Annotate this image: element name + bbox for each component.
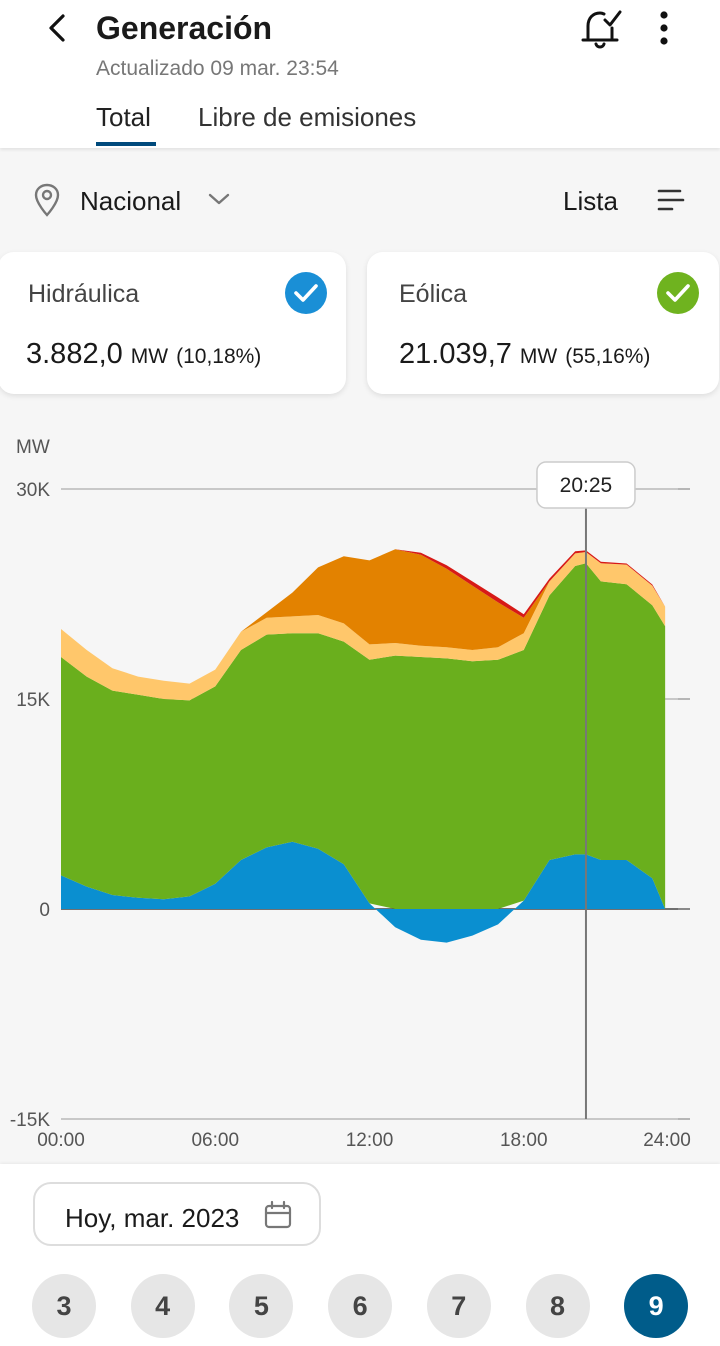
card-unit: MW <box>130 345 169 368</box>
x-tick-label: 18:00 <box>500 1130 548 1151</box>
tab-total[interactable]: Total <box>96 102 151 132</box>
filter-row: Nacional Lista <box>0 170 720 230</box>
card-eolica[interactable]: Eólica 21.039,7 MW (55,16%) <box>367 252 719 394</box>
day-chip-7[interactable]: 7 <box>426 1274 491 1338</box>
day-chip-9[interactable]: 9 <box>624 1274 689 1338</box>
day-chip-3[interactable]: 3 <box>32 1274 96 1338</box>
card-value-line: 21.039,7 MW (55,16%) <box>399 338 650 371</box>
check-circle-icon[interactable] <box>285 272 327 314</box>
card-percent: (55,16%) <box>565 345 651 368</box>
y-axis-label: MW <box>16 437 50 458</box>
card-value: 21.039,7 <box>399 338 512 370</box>
y-tick-label: 30K <box>16 480 50 501</box>
card-percent: (10,18%) <box>176 345 262 368</box>
card-value-line: 3.882,0 MW (10,18%) <box>26 338 261 371</box>
series-area-hidraulica <box>61 841 666 943</box>
card-value: 3.882,0 <box>26 338 123 370</box>
cursor-label: 20:25 <box>560 474 613 497</box>
page-title: Generación <box>96 10 273 46</box>
day-chip-6[interactable]: 6 <box>328 1274 393 1338</box>
y-tick-label: 15K <box>16 690 50 711</box>
chevron-down-icon[interactable] <box>206 188 232 210</box>
y-tick-label: -15K <box>10 1110 50 1131</box>
series-area-eolica <box>61 563 666 909</box>
check-circle-icon[interactable] <box>657 272 699 314</box>
card-name: Eólica <box>399 280 468 308</box>
app-header: Generación Actualizado 09 mar. 23:54 Tot… <box>0 0 720 148</box>
generation-chart[interactable]: 30K 15K 0 -15K MW 00:00 06:00 12:00 18:00 24:00 20… <box>0 420 720 1160</box>
x-tick-label: 00:00 <box>37 1130 85 1151</box>
region-selector[interactable]: Nacional <box>80 186 182 216</box>
alerts-button[interactable] <box>576 4 626 52</box>
back-button[interactable] <box>38 8 78 48</box>
day-chip-8[interactable]: 8 <box>525 1274 590 1338</box>
series-area-otras-renovables <box>61 549 666 684</box>
card-hidraulica[interactable]: Hidráulica 3.882,0 MW (10,18%) <box>0 252 346 394</box>
last-updated: Actualizado 09 mar. 23:54 <box>96 57 339 80</box>
more-vert-icon <box>660 11 668 45</box>
date-picker-button[interactable]: Hoy, mar. 2023 <box>33 1182 321 1246</box>
day-chip-4[interactable]: 4 <box>130 1274 195 1338</box>
x-tick-label: 12:00 <box>346 1130 394 1151</box>
back-arrow-icon <box>49 14 65 42</box>
location-pin-icon <box>34 183 60 217</box>
x-tick-label: 06:00 <box>191 1130 239 1151</box>
calendar-icon <box>264 1200 292 1229</box>
list-sort-icon[interactable] <box>656 186 686 214</box>
list-view-button[interactable]: Lista <box>563 186 618 216</box>
card-unit: MW <box>519 345 558 368</box>
active-tab-indicator <box>96 142 156 146</box>
bell-check-icon <box>581 10 622 49</box>
cursor-label-box <box>536 461 636 509</box>
series-area-solar-fotovoltaica <box>61 552 666 701</box>
x-tick-label: 24:00 <box>643 1130 691 1151</box>
card-name: Hidráulica <box>28 280 140 308</box>
overflow-menu-button[interactable] <box>648 6 680 50</box>
series-area-solar-termica <box>61 549 666 684</box>
tab-emission-free[interactable]: Libre de emisiones <box>198 102 417 132</box>
date-label: Hoy, mar. 2023 <box>65 1203 240 1233</box>
y-tick-label: 0 <box>39 900 50 921</box>
day-chip-5[interactable]: 5 <box>229 1274 294 1338</box>
